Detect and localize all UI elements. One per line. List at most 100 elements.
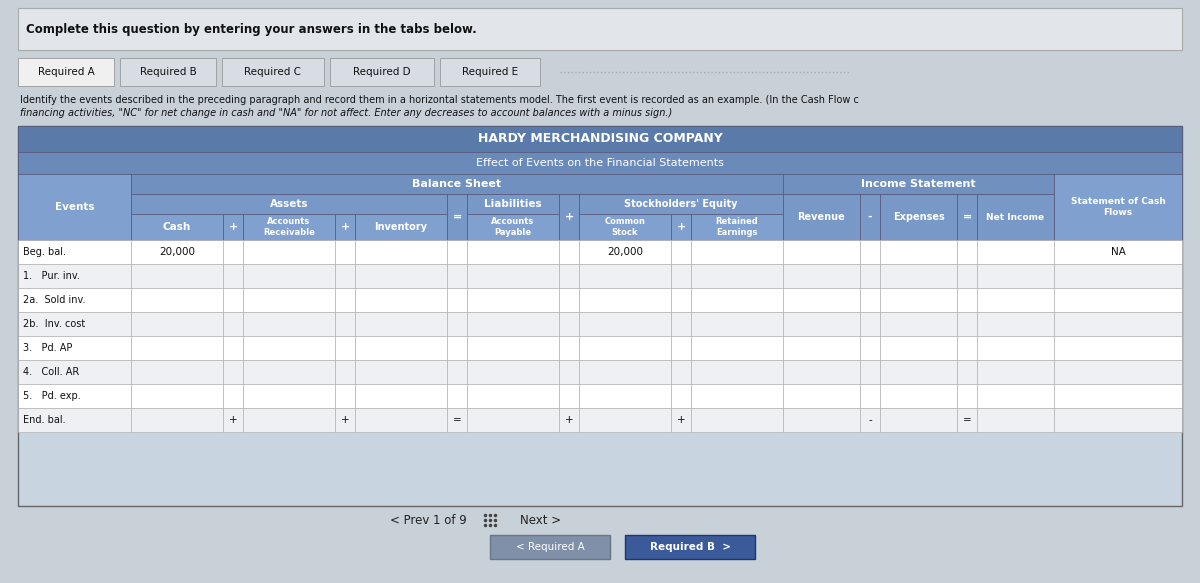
Bar [446, 288, 467, 312]
Text: Required E: Required E [462, 67, 518, 77]
Text: +: + [229, 415, 238, 425]
Bar [335, 336, 355, 360]
Text: 20,000: 20,000 [607, 247, 643, 257]
Text: Accounts
Payable: Accounts Payable [491, 217, 535, 237]
Bar [446, 312, 467, 336]
Bar [671, 214, 691, 240]
Bar [490, 535, 610, 559]
Text: Required B: Required B [139, 67, 197, 77]
Bar [671, 288, 691, 312]
Bar [691, 384, 784, 408]
Bar [880, 312, 958, 336]
Bar [467, 194, 559, 214]
Bar [355, 312, 446, 336]
Text: +: + [677, 415, 685, 425]
Bar [467, 288, 559, 312]
Bar [18, 126, 1182, 506]
Bar [355, 408, 446, 432]
Bar [958, 312, 977, 336]
Bar [958, 264, 977, 288]
Bar [880, 194, 958, 240]
Bar [784, 194, 860, 240]
Bar [784, 408, 860, 432]
Text: Income Statement: Income Statement [862, 179, 976, 189]
Text: =: = [452, 212, 462, 222]
Bar [559, 194, 580, 240]
Bar [330, 58, 434, 86]
Bar [559, 288, 580, 312]
Text: Retained
Earnings: Retained Earnings [715, 217, 758, 237]
Text: Complete this question by entering your answers in the tabs below.: Complete this question by entering your … [26, 23, 476, 36]
Bar [671, 360, 691, 384]
Text: < Required A: < Required A [516, 542, 584, 552]
Bar [18, 408, 131, 432]
Bar [784, 360, 860, 384]
Bar [958, 288, 977, 312]
Bar [242, 240, 335, 264]
Bar [977, 194, 1054, 240]
Text: Required C: Required C [245, 67, 301, 77]
Bar [671, 336, 691, 360]
Bar [958, 360, 977, 384]
Bar [335, 214, 355, 240]
Bar [860, 264, 880, 288]
Text: +: + [228, 222, 238, 232]
Text: 1 of 9: 1 of 9 [433, 514, 467, 526]
Bar [18, 174, 131, 240]
Text: -: - [868, 212, 872, 222]
Bar [355, 336, 446, 360]
Text: 2b.  Inv. cost: 2b. Inv. cost [23, 319, 85, 329]
Bar [131, 214, 223, 240]
Bar [335, 384, 355, 408]
Bar [355, 240, 446, 264]
Bar [335, 264, 355, 288]
Bar [580, 312, 671, 336]
Bar [977, 336, 1054, 360]
Bar [242, 408, 335, 432]
Text: Liabilities: Liabilities [484, 199, 542, 209]
Text: Cash: Cash [163, 222, 191, 232]
Bar [18, 288, 131, 312]
Bar [1054, 360, 1182, 384]
Bar [223, 264, 242, 288]
Bar [223, 408, 242, 432]
Bar [1054, 240, 1182, 264]
Bar [880, 360, 958, 384]
Bar [222, 58, 324, 86]
Bar [977, 384, 1054, 408]
Bar [559, 312, 580, 336]
Bar [691, 408, 784, 432]
Bar [467, 240, 559, 264]
Bar [958, 408, 977, 432]
Bar [860, 336, 880, 360]
Bar [860, 408, 880, 432]
Bar [880, 408, 958, 432]
Bar [860, 240, 880, 264]
Bar [18, 152, 1182, 174]
Bar [223, 288, 242, 312]
Bar [880, 336, 958, 360]
Bar [880, 288, 958, 312]
Bar [467, 336, 559, 360]
Bar [131, 336, 223, 360]
Bar [446, 336, 467, 360]
Bar [446, 360, 467, 384]
Text: Statement of Cash
Flows: Statement of Cash Flows [1070, 197, 1165, 217]
Bar [467, 408, 559, 432]
Bar [625, 535, 755, 559]
Text: Balance Sheet: Balance Sheet [413, 179, 502, 189]
Bar [580, 336, 671, 360]
Bar [784, 288, 860, 312]
Bar [977, 312, 1054, 336]
Text: End. bal.: End. bal. [23, 415, 66, 425]
Bar [223, 384, 242, 408]
Bar [467, 360, 559, 384]
Bar [223, 336, 242, 360]
Bar [131, 194, 446, 214]
Bar [131, 384, 223, 408]
Text: 3.   Pd. AP: 3. Pd. AP [23, 343, 72, 353]
Bar [784, 264, 860, 288]
Bar [580, 360, 671, 384]
Bar [784, 174, 1054, 194]
Bar [671, 384, 691, 408]
